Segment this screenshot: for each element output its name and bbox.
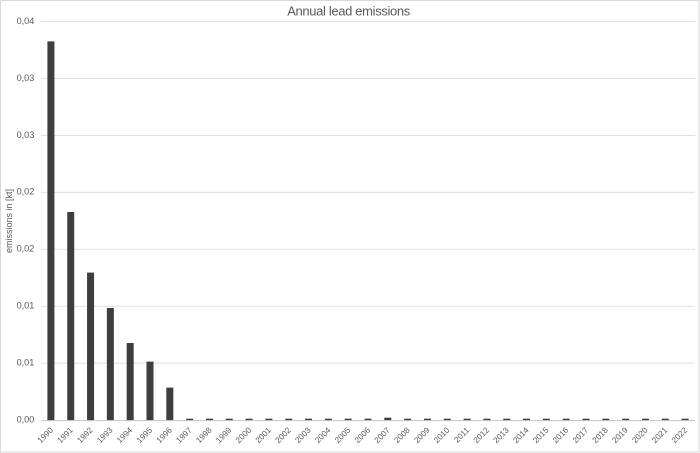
svg-text:0,02: 0,02	[17, 187, 35, 197]
svg-text:emissions in [kt]: emissions in [kt]	[4, 189, 14, 253]
svg-text:Annual lead emissions: Annual lead emissions	[287, 4, 411, 19]
svg-text:0,00: 0,00	[17, 415, 35, 425]
svg-text:0,04: 0,04	[17, 16, 35, 26]
svg-text:0,03: 0,03	[17, 130, 35, 140]
svg-text:0,01: 0,01	[17, 357, 35, 367]
svg-text:0,03: 0,03	[17, 73, 35, 83]
svg-text:0,01: 0,01	[17, 301, 35, 311]
svg-text:0,02: 0,02	[17, 244, 35, 254]
